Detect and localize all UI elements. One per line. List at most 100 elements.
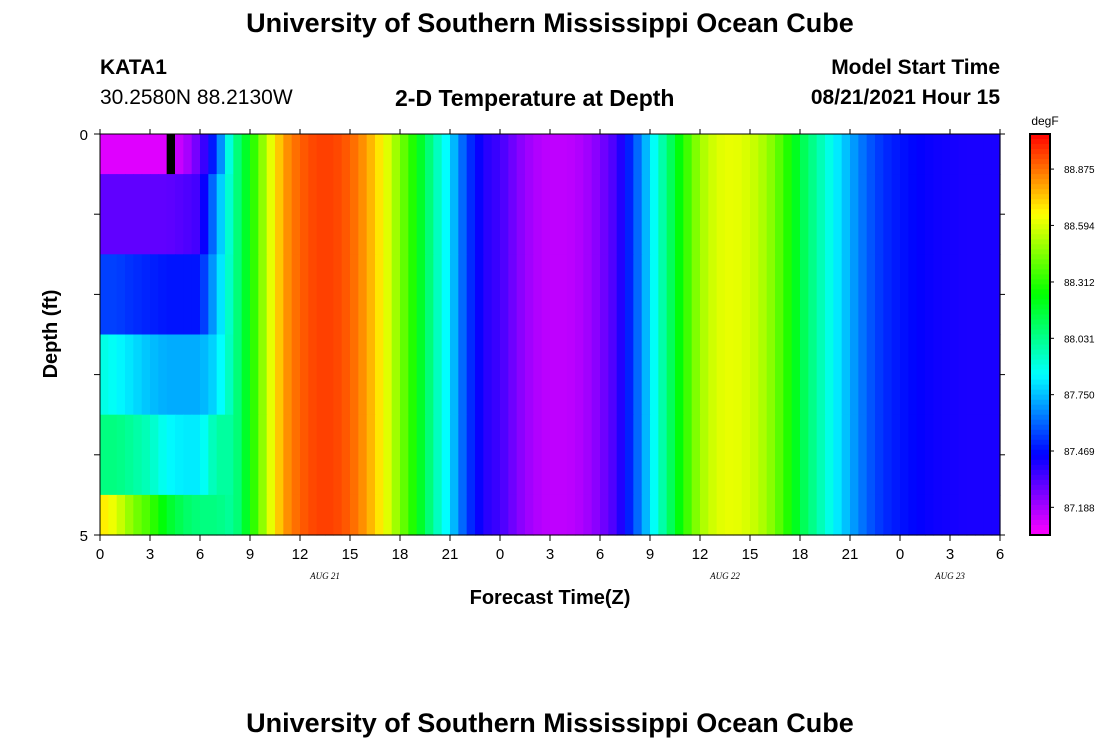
heatmap-cell <box>250 494 259 536</box>
heatmap-cell <box>600 254 609 336</box>
heatmap-cell <box>533 254 543 336</box>
heatmap-cell <box>783 414 793 496</box>
heatmap-cell <box>425 254 434 336</box>
heatmap-cell <box>250 414 259 496</box>
heatmap-cell <box>766 134 776 175</box>
heatmap-cell <box>108 134 118 175</box>
heatmap-cell <box>558 174 568 255</box>
colorbar-swatch <box>1030 134 1050 140</box>
heatmap-cell <box>141 254 151 336</box>
heatmap-cell <box>366 494 376 536</box>
heatmap-cell <box>900 414 909 496</box>
heatmap-cell <box>100 254 109 336</box>
heatmap-cell <box>641 134 651 175</box>
heatmap-cell <box>716 334 726 416</box>
heatmap-cell <box>483 174 493 255</box>
heatmap-cell <box>150 414 159 496</box>
colorbar-swatch <box>1030 449 1050 456</box>
x-tick-label: 6 <box>596 546 604 563</box>
heatmap-cell <box>550 494 559 536</box>
heatmap-cell <box>516 334 526 416</box>
heatmap-cell <box>633 494 643 536</box>
heatmap-cell <box>475 414 484 496</box>
heatmap-cell <box>125 414 134 496</box>
colorbar-swatch <box>1030 184 1050 190</box>
colorbar-swatch <box>1030 469 1050 476</box>
heatmap-cell <box>358 174 368 255</box>
heatmap-cell <box>950 414 959 496</box>
heatmap-cell <box>158 254 168 336</box>
heatmap-cell <box>316 334 326 416</box>
heatmap-cell <box>350 174 359 255</box>
heatmap-cell <box>825 334 834 416</box>
heatmap-cell <box>500 334 509 416</box>
heatmap-cell <box>416 134 426 175</box>
heatmap-cell <box>825 134 834 175</box>
heatmap-cell <box>175 414 184 496</box>
heatmap-cell <box>283 174 293 255</box>
colorbar-swatch <box>1030 319 1050 326</box>
colorbar-swatch <box>1030 489 1050 496</box>
heatmap-cell <box>108 414 118 496</box>
heatmap-cell <box>150 134 159 175</box>
heatmap-cell <box>225 134 234 175</box>
colorbar-tick-label: 88.594 <box>1064 221 1095 232</box>
heatmap-cell <box>800 134 809 175</box>
heatmap-cell <box>833 254 843 336</box>
heatmap-cell <box>908 134 918 175</box>
heatmap-cell <box>941 414 951 496</box>
heatmap-cell <box>333 254 343 336</box>
heatmap-cell <box>241 174 251 255</box>
heatmap-cell <box>425 174 434 255</box>
heatmap-cell <box>408 134 418 175</box>
heatmap-cell <box>950 134 959 175</box>
heatmap-cell <box>608 174 618 255</box>
colorbar-swatch <box>1030 464 1050 471</box>
heatmap-cell <box>125 334 134 416</box>
heatmap-cell <box>658 494 668 536</box>
heatmap-cell <box>400 334 409 416</box>
heatmap-cell <box>758 494 768 536</box>
heatmap-cell <box>250 334 259 416</box>
heatmap-cell <box>766 494 776 536</box>
heatmap-cell <box>983 334 993 416</box>
heatmap-cell <box>800 174 809 255</box>
heatmap-cell <box>525 494 534 536</box>
heatmap-cell <box>541 254 551 336</box>
heatmap-cell <box>225 174 234 255</box>
heatmap-cell <box>341 414 351 496</box>
heatmap-cell <box>883 174 893 255</box>
colorbar-swatch <box>1030 374 1050 381</box>
heatmap-cell <box>650 134 659 175</box>
heatmap-cell <box>575 414 584 496</box>
heatmap-cell <box>933 414 943 496</box>
heatmap-cell <box>116 174 126 255</box>
heatmap-cell <box>258 334 268 416</box>
heatmap-cell <box>958 134 968 175</box>
heatmap-cell <box>358 334 368 416</box>
heatmap-cell <box>666 334 676 416</box>
heatmap-cell <box>516 494 526 536</box>
heatmap-cell <box>916 174 926 255</box>
heatmap-cell <box>541 334 551 416</box>
heatmap-cell <box>991 334 1001 416</box>
colorbar-tick-label: 87.469 <box>1064 447 1095 458</box>
heatmap-cell <box>858 494 868 536</box>
heatmap-cell <box>875 134 884 175</box>
heatmap-cell <box>825 414 834 496</box>
heatmap-cell <box>475 494 484 536</box>
heatmap-cell <box>350 134 359 175</box>
heatmap-cell <box>633 174 643 255</box>
heatmap-cell <box>708 254 718 336</box>
heatmap-cell <box>191 334 201 416</box>
heatmap-cell <box>366 414 376 496</box>
colorbar-swatch <box>1030 349 1050 356</box>
heatmap-cell <box>800 334 809 416</box>
heatmap-cell <box>325 254 334 336</box>
colorbar-swatch <box>1030 509 1050 516</box>
heatmap-cell <box>733 134 743 175</box>
x-tick-label: 0 <box>896 546 904 563</box>
heatmap-cell <box>841 494 851 536</box>
heatmap-cell <box>966 134 976 175</box>
heatmap-cell <box>441 334 451 416</box>
